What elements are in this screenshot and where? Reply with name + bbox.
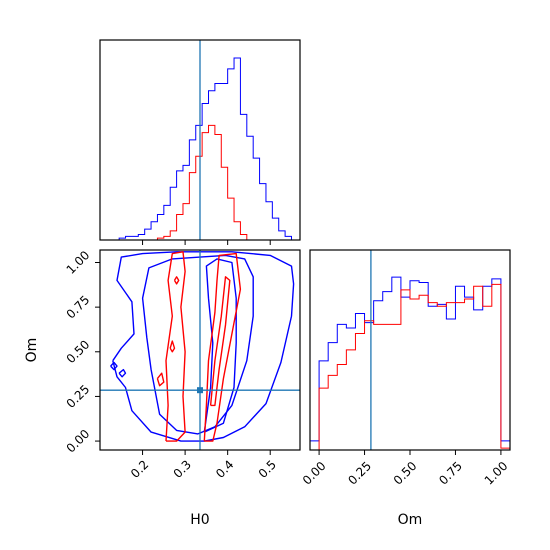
h0-axis-label: H0 [190,512,209,528]
red-contour-1 [203,252,242,442]
h0-histogram-red [119,124,292,241]
red-contour-2 [209,276,231,407]
blue-contour-0 [112,251,295,442]
h0-histogram-blue [118,57,292,240]
h0-tick-label: 0.4 [213,457,236,480]
contour-layer [100,250,300,450]
red-contour-3 [156,372,165,387]
om-tick-label: 0.50 [64,337,93,366]
om-axis-label: Om [24,338,40,363]
red-contour-0 [165,251,186,442]
om-x-tick-label: 1.00 [482,459,511,488]
blue-contour-3 [110,361,118,371]
red-contour-5 [173,276,180,285]
blue-contour-2 [203,258,237,433]
om-x-tick-label: 0.50 [391,459,420,488]
om-x-tick-label: 0.00 [300,459,329,488]
axis-labels: H0 Om Om [24,338,422,528]
h0-marginal-frame [99,39,301,241]
h0-om-contour-panel: 0.2 0.3 0.4 0.5 0.00 0.25 0.50 0.75 1.00 [64,248,301,481]
om-x-tick-label: 0.75 [436,459,465,488]
om-marginal-frame [309,249,511,451]
om-tick-label: 0.00 [64,427,93,456]
om-marginal-panel: 0.00 0.25 0.50 0.75 1.00 [300,249,511,488]
blue-contour-1 [141,254,254,435]
h0-tick-label: 0.2 [128,457,151,480]
truth-marker [197,387,203,394]
h0-tick-label: 0.5 [256,457,279,480]
h0-marginal-panel [99,39,301,245]
om-tick-label: 1.00 [64,248,93,277]
contour-frame [99,249,301,451]
om-histogram-red [310,283,510,451]
om-histogram-blue [310,276,510,442]
om-tick-label: 0.75 [64,293,93,322]
red-contour-4 [169,340,176,353]
om-tick-label: 0.25 [64,382,93,411]
om-x-tick-label: 0.25 [345,459,374,488]
h0-tick-label: 0.3 [171,457,194,480]
blue-contour-4 [118,368,127,378]
om-x-axis-label: Om [398,512,423,528]
